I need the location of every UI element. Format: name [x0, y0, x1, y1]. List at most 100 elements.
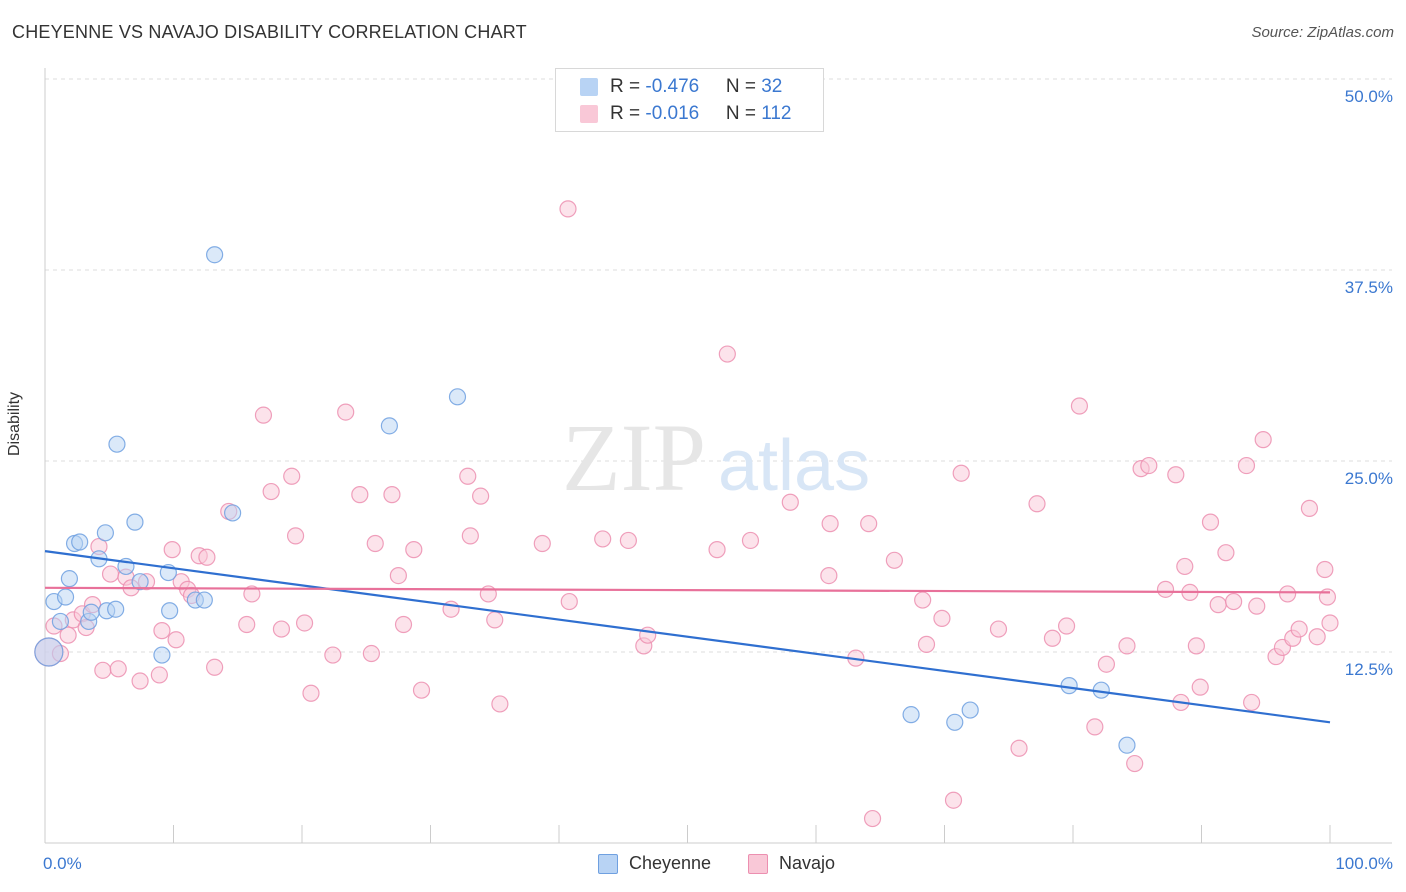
point-navajo-40 [366, 534, 384, 553]
point-navajo-106 [1300, 499, 1319, 517]
legend-r-value: -0.016 [645, 103, 700, 124]
legend-r-label: R = [610, 103, 646, 124]
source-label: Source: ZipAtlas.com [1251, 24, 1394, 41]
point-navajo-35 [302, 684, 320, 702]
point-navajo-63 [781, 493, 799, 511]
point-navajo-99 [1248, 597, 1266, 615]
legend-r-value: -0.476 [645, 76, 700, 97]
point-navajo-83 [1126, 754, 1144, 773]
point-navajo-87 [1167, 466, 1185, 484]
point-cheyenne-28 [961, 701, 979, 719]
cheyenne-points [34, 246, 1136, 754]
legend-n-value: 112 [761, 103, 792, 124]
point-navajo-49 [472, 487, 490, 505]
point-cheyenne-10 [96, 524, 114, 542]
y-tick-label-1: 25.0% [1345, 469, 1393, 488]
point-navajo-78 [1057, 617, 1076, 635]
point-navajo-73 [952, 464, 970, 482]
x-tick-label-1: 100.0% [1335, 854, 1393, 873]
point-navajo-82 [1118, 637, 1136, 655]
point-navajo-71 [933, 609, 951, 627]
point-navajo-103 [1278, 585, 1297, 603]
point-navajo-57 [619, 531, 637, 550]
tick-labels: 12.5% 25.0% 37.5% 50.0% 0.0% 100.0% [43, 87, 1393, 873]
watermark-zip: ZIP [562, 404, 706, 511]
legend-r-label: R = [610, 76, 646, 97]
y-tick-label-0: 12.5% [1345, 660, 1393, 679]
point-navajo-42 [389, 566, 407, 585]
point-navajo-64 [820, 566, 838, 585]
point-navajo-61 [718, 345, 736, 363]
point-navajo-41 [383, 486, 401, 504]
point-navajo-72 [944, 791, 963, 809]
point-navajo-70 [917, 635, 936, 653]
point-cheyenne-29 [1060, 677, 1078, 695]
point-navajo-68 [885, 551, 903, 569]
point-navajo-43 [394, 615, 413, 634]
legend-n-value: 32 [761, 76, 783, 97]
point-cheyenne-12 [107, 600, 125, 618]
point-navajo-36 [324, 646, 342, 664]
point-navajo-67 [860, 515, 878, 533]
point-cheyenne-27 [946, 713, 964, 731]
point-navajo-10 [101, 565, 120, 583]
point-navajo-39 [362, 644, 380, 663]
point-navajo-16 [150, 666, 168, 684]
point-navajo-37 [337, 403, 355, 421]
point-navajo-28 [243, 585, 261, 603]
point-navajo-108 [1316, 560, 1334, 579]
point-cheyenne-26 [902, 706, 920, 724]
point-cheyenne-22 [206, 246, 224, 264]
y-tick-label-2: 37.5% [1345, 278, 1393, 297]
point-navajo-111 [863, 809, 882, 828]
bottom-legend-swatch-navajo [748, 854, 768, 874]
point-navajo-75 [1010, 739, 1028, 757]
point-cheyenne-8 [82, 603, 100, 621]
point-navajo-76 [1028, 495, 1046, 513]
point-cheyenne-4 [60, 570, 79, 588]
point-navajo-14 [131, 672, 149, 690]
point-navajo-52 [491, 695, 509, 713]
point-navajo-24 [198, 548, 216, 566]
point-navajo-97 [1237, 456, 1256, 475]
point-navajo-94 [1209, 596, 1227, 614]
point-navajo-48 [461, 527, 479, 545]
y-axis-label: Disability [6, 391, 23, 456]
point-cheyenne-2 [51, 612, 70, 631]
point-navajo-92 [1191, 678, 1209, 696]
point-navajo-89 [1176, 557, 1194, 576]
watermark-atlas: atlas [718, 426, 870, 506]
point-navajo-69 [914, 591, 932, 609]
point-navajo-9 [94, 661, 112, 679]
point-cheyenne-3 [56, 588, 75, 606]
legend-n-label: N = [725, 103, 762, 124]
trend-lines [44, 550, 1331, 724]
point-navajo-17 [153, 622, 171, 640]
point-navajo-25 [206, 658, 224, 676]
point-navajo-60 [708, 541, 726, 559]
point-navajo-38 [351, 486, 369, 504]
point-cheyenne-17 [153, 646, 171, 664]
watermark: ZIP atlas [562, 404, 870, 511]
point-navajo-44 [405, 541, 423, 559]
point-cheyenne-21 [195, 591, 213, 609]
point-navajo-62 [741, 531, 760, 550]
point-cheyenne-16 [131, 573, 149, 591]
point-navajo-51 [486, 611, 504, 629]
point-navajo-85 [1140, 456, 1158, 475]
point-navajo-33 [286, 527, 305, 545]
legend-swatch-navajo [580, 105, 598, 123]
point-cheyenne-13 [108, 435, 126, 453]
point-navajo-53 [533, 534, 551, 553]
point-navajo-54 [559, 200, 577, 218]
point-navajo-93 [1201, 513, 1220, 531]
point-navajo-47 [459, 467, 477, 485]
point-navajo-30 [262, 482, 280, 501]
point-navajo-31 [272, 620, 291, 638]
point-navajo-56 [594, 530, 612, 548]
point-navajo-11 [109, 660, 127, 678]
point-navajo-19 [167, 631, 185, 649]
axes [44, 68, 1392, 844]
point-navajo-79 [1070, 397, 1089, 415]
